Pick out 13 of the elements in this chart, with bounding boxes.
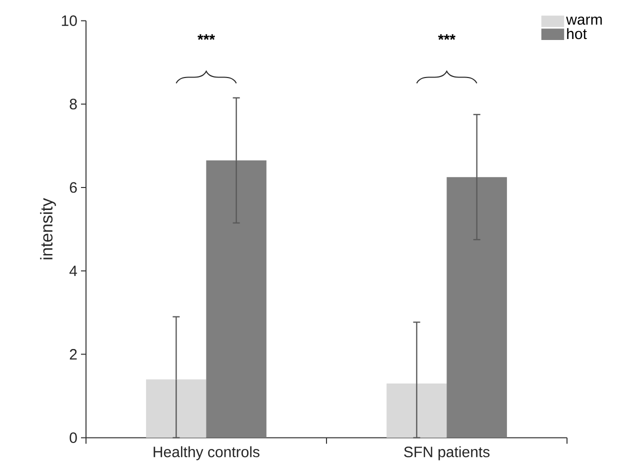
legend-label: hot (567, 28, 587, 40)
y-tick-label: 10 (62, 15, 77, 26)
y-tick-label: 4 (69, 266, 78, 276)
annotation: *** (198, 34, 215, 40)
y-tick-label: 6 (70, 182, 77, 193)
y-tick-label: 2 (70, 349, 77, 360)
y-tick-label: 0 (70, 432, 77, 444)
y-axis-title: intensity (40, 198, 56, 260)
legend-label: warm (566, 16, 602, 25)
x-tick-label: SFN patients (404, 446, 490, 460)
x-tick-label: Healthy controls (154, 446, 260, 460)
annotation: *** (438, 34, 456, 40)
y-tick-label: 8 (70, 98, 77, 110)
